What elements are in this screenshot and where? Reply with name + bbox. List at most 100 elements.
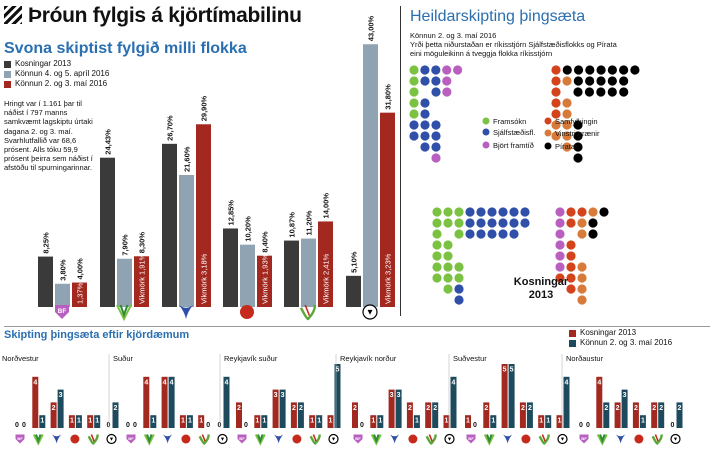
seat-dot bbox=[551, 65, 561, 75]
district-legend: Kosningar 2013 Könnun 2. og 3. maí 2016 bbox=[569, 328, 672, 348]
framsokn-wing-shape bbox=[116, 304, 132, 322]
seat-dot bbox=[566, 218, 576, 228]
district-seat-value: 2 bbox=[652, 405, 656, 412]
seat-dot bbox=[599, 207, 609, 217]
district-seat-value: 2 bbox=[678, 405, 682, 412]
support-value-label: 10,87% bbox=[288, 212, 297, 238]
seat-dot bbox=[555, 207, 565, 217]
district-seat-value: 2 bbox=[433, 405, 437, 412]
seat-dot bbox=[409, 76, 419, 86]
bf-icon-letters: BF bbox=[581, 436, 587, 441]
district-seat-bar bbox=[519, 402, 526, 428]
support-bar bbox=[240, 244, 255, 307]
district-label: Norðaustur bbox=[566, 354, 604, 363]
seat-dot bbox=[432, 229, 442, 239]
sjalfstaedis-icon bbox=[503, 434, 513, 444]
seat-dot bbox=[573, 87, 583, 97]
bf-icon-letters: BF bbox=[355, 436, 361, 441]
support-bar bbox=[223, 228, 238, 307]
district-seat-value: 2 bbox=[604, 405, 608, 412]
seat-dot bbox=[585, 65, 595, 75]
district-seat-value: 1 bbox=[95, 418, 99, 425]
seat-dot bbox=[551, 109, 561, 119]
vg-leaf-shape bbox=[541, 434, 546, 442]
seat-dot bbox=[619, 87, 629, 97]
district-seat-bar bbox=[297, 402, 304, 428]
seat-dot bbox=[442, 76, 452, 86]
district-seat-value: 4 bbox=[452, 379, 456, 386]
district-seat-bar bbox=[596, 376, 603, 428]
district-seat-bar bbox=[272, 389, 279, 428]
seat-dot bbox=[588, 229, 598, 239]
seat-dot bbox=[465, 218, 475, 228]
support-bar bbox=[196, 124, 211, 308]
district-seat-value: 0 bbox=[15, 422, 19, 429]
seat-dot bbox=[498, 218, 508, 228]
support-bar bbox=[380, 112, 395, 308]
district-seat-bar bbox=[556, 415, 563, 428]
seat-dot bbox=[566, 207, 576, 217]
falcon-shape bbox=[163, 434, 173, 444]
seat-dot bbox=[409, 131, 419, 141]
seat-dot bbox=[409, 98, 419, 108]
seat-dot bbox=[443, 284, 453, 294]
district-seat-value: 2 bbox=[659, 405, 663, 412]
district-seat-value: 1 bbox=[641, 418, 645, 425]
district-seat-bar bbox=[254, 415, 261, 428]
support-value-label: 14,00% bbox=[322, 193, 331, 219]
seat-dot bbox=[443, 273, 453, 283]
bf-shield-shape bbox=[55, 305, 69, 319]
district-seat-bar bbox=[236, 402, 242, 428]
bf-shield-shape bbox=[466, 434, 476, 444]
bf-shield-shape bbox=[15, 434, 25, 444]
support-value-label: 7,90% bbox=[121, 234, 130, 256]
district-seat-value: 3 bbox=[59, 392, 63, 399]
district-seat-bar bbox=[639, 415, 646, 428]
district-seat-bar bbox=[168, 376, 175, 428]
seat-dot bbox=[619, 76, 629, 86]
piratar-icon bbox=[362, 304, 378, 320]
vg-leaf-shape bbox=[87, 434, 99, 445]
pirate-flag-shape bbox=[447, 437, 452, 441]
seat-dot bbox=[596, 65, 606, 75]
bf-icon-letters: BF bbox=[58, 308, 67, 315]
piratar-icon bbox=[217, 433, 228, 445]
district-seat-bar bbox=[352, 402, 358, 428]
district-seat-bar bbox=[545, 415, 552, 428]
seat-dot bbox=[573, 142, 583, 152]
vg-icon bbox=[425, 434, 437, 445]
district-seat-value: 0 bbox=[244, 422, 248, 429]
district-seat-value: 2 bbox=[299, 405, 303, 412]
district-seat-bar bbox=[279, 389, 286, 428]
district-seat-value: 1 bbox=[378, 418, 382, 425]
seat-dot bbox=[454, 295, 464, 305]
legend-label: Könnun 4. og 5. apríl 2016 bbox=[15, 69, 110, 78]
vg-icon bbox=[538, 434, 550, 445]
bf-shield-shape bbox=[126, 434, 136, 444]
district-seat-value: 1 bbox=[88, 418, 92, 425]
district-seat-value: 3 bbox=[390, 392, 394, 399]
district-seat-value: 4 bbox=[565, 379, 569, 386]
district-chart-title: Skipting þingsæta eftir kjördæmum bbox=[4, 329, 190, 341]
district-seat-value: 3 bbox=[623, 392, 627, 399]
margin-of-error-label: Vikmörk 1,93% bbox=[261, 253, 270, 304]
framsokn-icon bbox=[143, 434, 155, 446]
district-seat-bar bbox=[179, 415, 186, 428]
district-seat-bar bbox=[658, 402, 665, 428]
legend-dot bbox=[544, 129, 552, 137]
seat-dot bbox=[551, 87, 561, 97]
seat-dot bbox=[577, 229, 587, 239]
margin-of-error-label: Vikmörk 1,91% bbox=[138, 253, 147, 304]
district-seat-bar bbox=[143, 376, 150, 428]
support-value-label: 8,30% bbox=[138, 232, 147, 254]
seat-dot bbox=[431, 153, 441, 163]
sjalfstaedis-icon bbox=[52, 434, 62, 444]
district-seat-value: 3 bbox=[397, 392, 401, 399]
bf-shield-shape bbox=[353, 434, 363, 444]
legend-dot bbox=[482, 128, 490, 136]
seat-dot bbox=[487, 218, 497, 228]
district-seat-value: 0 bbox=[206, 422, 210, 429]
pirate-flag-shape bbox=[673, 437, 678, 441]
seat-dot bbox=[443, 218, 453, 228]
district-seat-value: 2 bbox=[52, 405, 56, 412]
